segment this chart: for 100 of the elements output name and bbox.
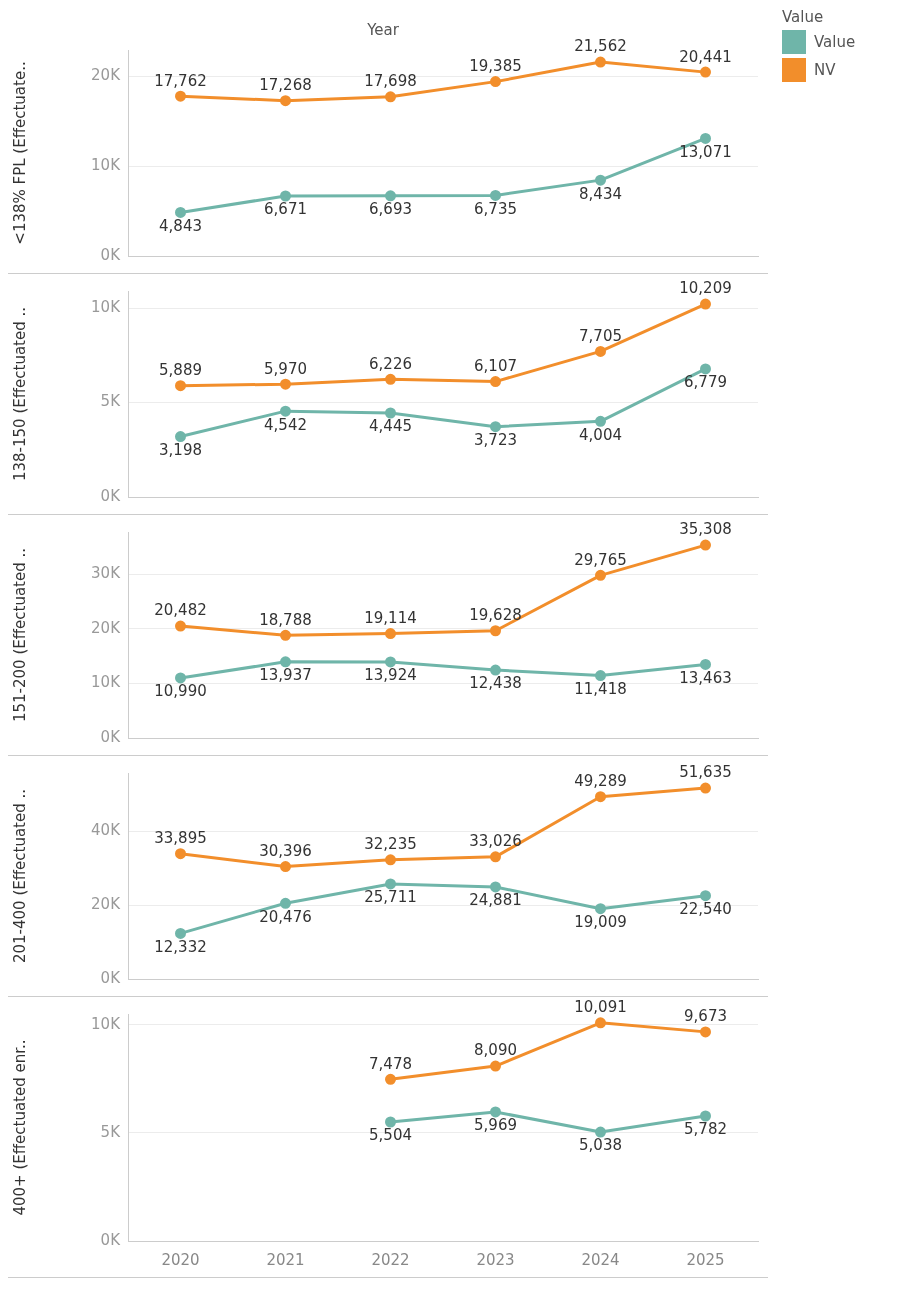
y-axis-title: <138% FPL (Effectuate.. [10, 61, 29, 245]
point [700, 66, 711, 78]
data-label: 6,735 [474, 199, 517, 218]
data-label: 29,765 [574, 550, 627, 569]
point [595, 903, 606, 915]
point [175, 90, 186, 102]
data-label: 3,198 [159, 440, 202, 459]
point [385, 1116, 396, 1128]
x-tick-label: 2024 [581, 1250, 620, 1269]
data-label: 22,540 [679, 900, 732, 919]
data-label: 9,673 [684, 1007, 727, 1026]
data-label: 6,107 [474, 356, 517, 375]
data-label: 30,396 [259, 841, 312, 860]
data-label: 24,881 [469, 891, 522, 910]
point [280, 656, 291, 668]
y-tick-label: 0K [100, 727, 122, 746]
y-axis-title: 400+ (Effectuated enr.. [10, 1039, 29, 1216]
data-label: 4,004 [579, 425, 622, 444]
data-label: 8,090 [474, 1041, 517, 1060]
point [595, 569, 606, 581]
point [280, 897, 291, 909]
legend-title: Value [782, 8, 825, 26]
point [385, 656, 396, 668]
y-tick-label: 0K [100, 968, 122, 987]
point [595, 415, 606, 427]
data-label: 8,434 [579, 184, 622, 203]
data-label: 4,843 [159, 216, 202, 235]
data-label: 12,438 [469, 674, 522, 693]
data-label: 17,268 [259, 76, 312, 95]
point [175, 672, 186, 684]
data-label: 5,038 [579, 1136, 622, 1155]
point [490, 625, 501, 637]
data-label: 5,969 [474, 1116, 517, 1135]
y-axis-title: 151-200 (Effectuated .. [10, 547, 29, 723]
point [595, 670, 606, 682]
x-tick-label: 2022 [371, 1250, 410, 1269]
data-label: 6,693 [369, 200, 412, 219]
point [175, 927, 186, 939]
data-label: 5,504 [369, 1126, 412, 1145]
data-label: 13,924 [364, 666, 417, 685]
data-label: 5,970 [264, 359, 307, 378]
point [385, 1073, 396, 1085]
point [175, 380, 186, 392]
y-tick-label: 5K [100, 392, 122, 411]
data-label: 4,542 [264, 415, 307, 434]
y-tick-label: 5K [100, 1122, 122, 1141]
y-tick-label: 10K [91, 673, 122, 692]
point [595, 791, 606, 803]
point [175, 620, 186, 632]
data-label: 6,671 [264, 200, 307, 219]
point [385, 91, 396, 103]
point [490, 421, 501, 433]
point [280, 95, 291, 107]
point [700, 132, 711, 144]
point [490, 1106, 501, 1118]
data-label: 25,711 [364, 888, 417, 907]
data-label: 51,635 [679, 763, 732, 782]
y-tick-label: 0K [100, 486, 122, 505]
y-tick-label: 0K [100, 1230, 122, 1249]
data-label: 11,418 [574, 680, 627, 698]
point [280, 378, 291, 390]
data-label: 33,895 [154, 829, 207, 848]
y-tick-label: 10K [91, 297, 122, 316]
data-label: 7,705 [579, 326, 622, 345]
point [280, 629, 291, 641]
point [700, 782, 711, 794]
point [700, 890, 711, 902]
point [490, 376, 501, 388]
data-label: 3,723 [474, 431, 517, 450]
point [700, 539, 711, 551]
point [280, 405, 291, 417]
y-tick-label: 20K [91, 65, 122, 84]
chart-title: Year [366, 20, 400, 39]
y-tick-label: 10K [91, 1014, 122, 1033]
point [280, 190, 291, 202]
y-tick-label: 20K [91, 894, 122, 913]
data-label: 10,091 [574, 998, 627, 1017]
data-label: 35,308 [679, 520, 732, 539]
y-tick-label: 20K [91, 618, 122, 637]
point [700, 658, 711, 670]
data-label: 18,788 [259, 610, 312, 629]
point [490, 881, 501, 893]
point [385, 628, 396, 640]
data-label: 21,562 [574, 37, 627, 56]
point [385, 373, 396, 385]
x-tick-label: 2021 [266, 1250, 305, 1269]
y-axis-title: 201-400 (Effectuated .. [10, 788, 29, 964]
data-label: 5,889 [159, 361, 202, 380]
data-label: 4,445 [369, 417, 412, 436]
point [385, 407, 396, 419]
data-label: 19,385 [469, 57, 522, 76]
point [595, 56, 606, 68]
data-label: 17,762 [154, 71, 207, 90]
point [385, 190, 396, 202]
y-tick-label: 0K [100, 245, 122, 264]
point [700, 1026, 711, 1038]
data-label: 13,071 [679, 142, 732, 161]
data-label: 33,026 [469, 832, 522, 851]
data-label: 20,476 [259, 907, 312, 926]
data-label: 20,482 [154, 601, 207, 620]
